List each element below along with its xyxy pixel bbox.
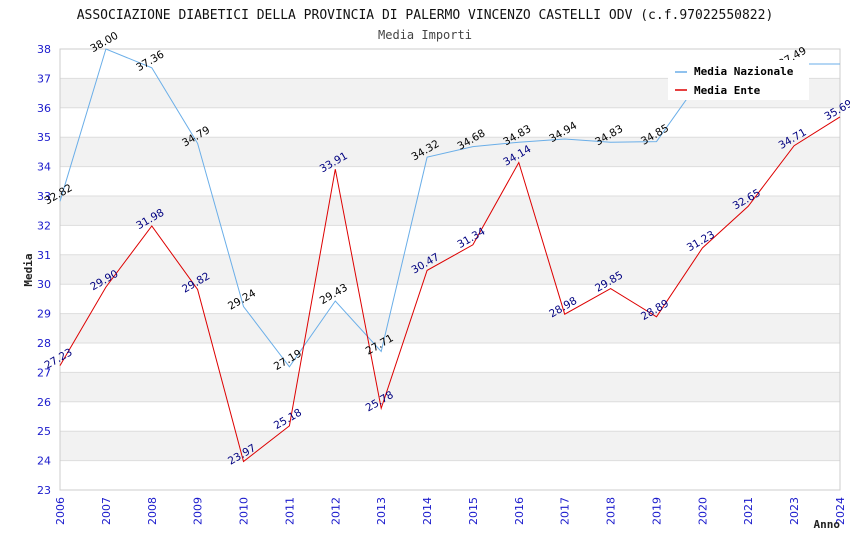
- x-tick-label: 2013: [375, 497, 388, 525]
- x-tick-label: 2012: [329, 497, 342, 525]
- grid-band: [60, 166, 840, 196]
- y-tick-label: 33: [37, 190, 51, 203]
- grid-band: [60, 196, 840, 226]
- y-tick-label: 24: [37, 455, 51, 468]
- x-tick-label: 2006: [54, 497, 67, 525]
- y-tick-label: 30: [37, 278, 51, 291]
- plot-border: [59, 48, 841, 491]
- x-tick-label: 2008: [146, 497, 159, 525]
- y-tick-label: 32: [37, 219, 51, 232]
- x-tick-label: 2011: [283, 497, 296, 525]
- y-tick-label: 23: [37, 484, 51, 497]
- y-tick-label: 37: [37, 72, 51, 85]
- y-axis-ticks: 23 24 25 26 27 28 29 30 31 32 33 34 35 36 37 38: [37, 43, 51, 497]
- x-tick-label: 2007: [100, 497, 113, 525]
- chart-subtitle: Media Importi: [378, 28, 472, 42]
- grid-band: [60, 107, 840, 138]
- x-tick-label: 2017: [559, 497, 572, 525]
- grid-band: [60, 284, 840, 314]
- grid-band: [60, 225, 840, 255]
- legend-box: [668, 60, 809, 100]
- x-tick-label: 2009: [192, 497, 205, 525]
- y-tick-label: 31: [37, 249, 51, 262]
- y-tick-label: 28: [37, 337, 51, 350]
- chart-title: ASSOCIAZIONE DIABETICI DELLA PROVINCIA D…: [77, 8, 774, 23]
- x-tick-label: 2019: [650, 497, 663, 525]
- x-tick-label: 2021: [742, 497, 755, 525]
- grid-band: [60, 431, 840, 461]
- legend-label-nazionale: Media Nazionale: [694, 65, 794, 78]
- grid-band: [60, 254, 840, 285]
- y-tick-label: 27: [37, 366, 51, 379]
- y-tick-label: 26: [37, 396, 51, 409]
- x-tick-label: 2020: [696, 497, 709, 525]
- legend-label-ente: Media Ente: [694, 84, 761, 97]
- x-tick-label: 2010: [238, 497, 251, 525]
- series-line-ente: [59, 116, 841, 463]
- grid-band: [60, 401, 840, 432]
- grid-band: [60, 313, 840, 343]
- grid-bands: [59, 48, 841, 491]
- y-axis-label: Media: [22, 253, 35, 286]
- x-tick-label: 2015: [467, 497, 480, 525]
- grid-band: [60, 460, 840, 490]
- x-tick-label: 2023: [788, 497, 801, 525]
- y-tick-label: 25: [37, 425, 51, 438]
- grid-band: [60, 343, 840, 373]
- x-axis-label: Anno: [814, 518, 841, 531]
- x-tick-label: 2018: [605, 497, 618, 525]
- y-tick-label: 38: [37, 43, 51, 56]
- x-axis-ticks: 2006 2007 2008 2009 2010 2011 2012 2013 2014 2015…: [54, 497, 847, 525]
- grid-band: [60, 372, 840, 402]
- y-tick-label: 36: [37, 102, 51, 115]
- y-tick-label: 29: [37, 308, 51, 321]
- x-tick-label: 2014: [421, 497, 434, 525]
- x-tick-label: 2024: [834, 497, 847, 525]
- x-tick-label: 2016: [513, 497, 526, 525]
- legend: Media Nazionale Media Ente: [668, 60, 809, 100]
- y-tick-label: 34: [37, 161, 51, 174]
- y-tick-label: 35: [37, 131, 51, 144]
